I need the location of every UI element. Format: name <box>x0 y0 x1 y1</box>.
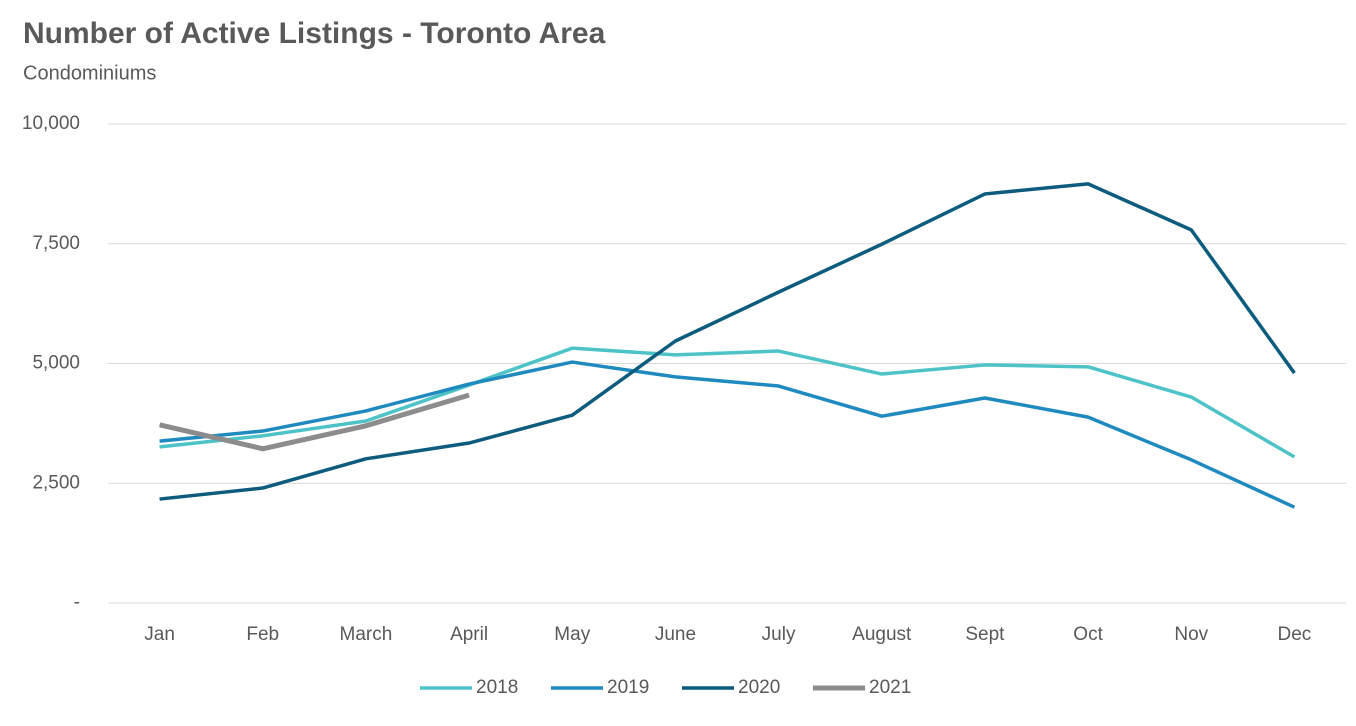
x-tick-label: June <box>655 624 696 645</box>
x-tick-label: Feb <box>246 624 279 645</box>
y-tick-label: 5,000 <box>32 353 80 374</box>
x-tick-label: August <box>852 624 912 645</box>
series-line <box>159 182 1296 501</box>
x-tick-label: May <box>554 624 590 645</box>
series-line <box>159 360 1296 509</box>
x-tick-label: March <box>340 624 393 645</box>
x-tick-label: April <box>450 624 488 645</box>
x-tick-label: Oct <box>1073 624 1103 645</box>
chart-title: Number of Active Listings - Toronto Area <box>23 17 606 50</box>
x-tick-label: Dec <box>1278 624 1312 645</box>
y-tick-label: 7,500 <box>32 233 80 254</box>
chart-subtitle: Condominiums <box>23 62 156 84</box>
legend-label: 2021 <box>869 677 911 698</box>
x-tick-label: July <box>762 624 796 645</box>
x-tick-label: Nov <box>1174 624 1208 645</box>
y-tick-label: 2,500 <box>32 472 80 493</box>
x-tick-label: Jan <box>144 624 175 645</box>
x-tick-label: Sept <box>965 624 1005 645</box>
series-line <box>159 392 470 452</box>
y-tick-label: 10,000 <box>22 113 80 134</box>
series-line <box>159 346 1296 459</box>
y-tick-label: - <box>74 592 80 613</box>
legend-label: 2019 <box>607 677 649 698</box>
legend-label: 2020 <box>738 677 780 698</box>
legend-label: 2018 <box>476 677 518 698</box>
